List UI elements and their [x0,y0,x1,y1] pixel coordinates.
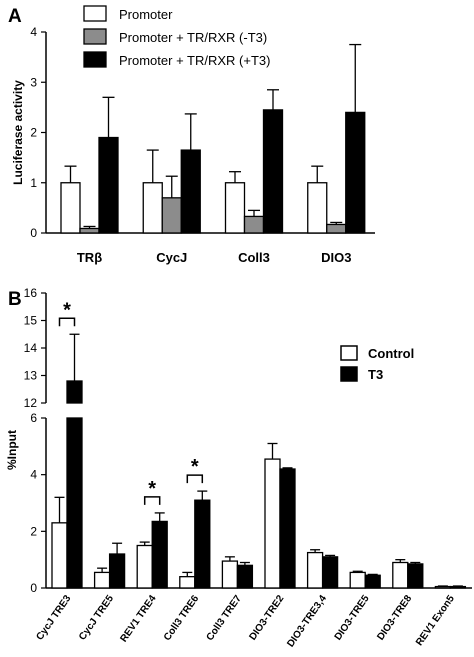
legend-label-a: Promoter + TR/RXR (+T3) [119,53,270,68]
bar-a-cycj-s1 [161,197,182,234]
bar-b-coll3-tre7-s1 [236,564,254,589]
legend-label-a: Promoter [119,7,173,22]
bar-b-dio3-tre5-s0 [349,571,366,589]
y-tick-label-b: 0 [30,581,37,595]
legend-swatch-b [340,366,358,382]
panel-letter-b: B [8,289,22,310]
legend-swatch-a [83,28,107,45]
bar-b-cycj-tre5-s1 [108,553,126,589]
bar-a-cycj-s0 [142,182,163,234]
bar-a-dio3-s0 [307,182,328,234]
category-label-b: CycJ TRE5 [77,593,116,642]
category-label-a: Coll3 [238,250,270,265]
bar-b-dio3-tre8-s1 [407,563,424,589]
bar-a-dio3-s1 [326,223,347,234]
category-label-b: REV1 TRE4 [118,593,159,644]
y-axis-label-b: %Input [5,430,19,470]
legend-swatch-b [340,345,358,361]
category-label-a: DIO3 [321,250,351,265]
bar-b-rev1-tre4-s0 [136,544,153,589]
legend-label-a: Promoter + TR/RXR (-T3) [119,30,267,45]
y-tick-label-b: 15 [24,314,38,328]
bar-b-dio3-tre2-s0 [264,458,281,589]
bar-b-dio3-tre3-4-s1 [321,556,339,589]
bar-b-cycj-tre3-s1-lower [66,417,83,589]
y-tick-label-b: 14 [24,341,38,355]
bar-a-tr-s1 [79,227,100,234]
category-label-b: DIO3-TRE2 [247,593,286,642]
bar-b-rev1-exon5-s0 [434,585,452,589]
bar-a-dio3-s2 [345,111,366,234]
bar-a-cycj-s2 [180,149,201,234]
y-tick-label-b: 16 [24,286,38,300]
bar-b-rev1-tre4-s1 [151,520,168,589]
bar-b-cycj-tre3-s0 [51,522,68,589]
significance-star: * [63,299,71,321]
legend-swatch-a [83,5,107,22]
y-tick-label-a: 4 [30,25,37,39]
bar-b-cycj-tre5-s0 [93,571,111,589]
bar-a-coll3-s2 [262,109,284,234]
legend-label-b: Control [368,346,414,361]
y-axis-label-a: Luciferase activity [11,80,25,185]
legend-label-b: T3 [368,367,383,382]
legend-swatch-a [83,51,107,68]
y-tick-label-b: 4 [30,468,37,482]
bar-b-dio3-tre2-s1 [279,468,296,589]
bar-b-cycj-tre3-s1-upper [66,380,83,404]
category-label-b: REV1 Exon5 [414,593,457,648]
y-tick-label-b: 13 [24,369,38,383]
bar-b-coll3-tre7-s0 [221,560,239,589]
y-tick-label-b: 2 [30,524,37,538]
bar-b-dio3-tre3-4-s0 [306,551,324,589]
bar-a-coll3-s1 [243,215,265,234]
bar-b-rev1-exon5-s1 [449,585,467,589]
category-label-b: DIO3-TRE3,4 [285,593,329,649]
significance-bracket [58,317,76,327]
bar-a-coll3-s0 [224,182,246,234]
panel-a: A 0 1 2 3 4 Luciferase activity TRβ CycJ Coll3 DIO… [8,5,375,265]
bar-b-coll3-tre6-s0 [179,576,196,589]
y-tick-label-a: 3 [30,75,37,89]
significance-star: * [191,456,199,478]
significance-bracket [143,496,161,505]
panel-letter-a: A [8,6,22,27]
category-label-a: CycJ [156,250,187,265]
y-tick-label-a: 2 [30,126,37,140]
significance-bracket [186,474,204,484]
category-label-b: CycJ TRE3 [34,593,73,642]
category-label-b: Coll3 TRE6 [162,593,202,643]
category-label-b: DIO3-TRE5 [333,593,372,642]
category-label-b: DIO3-TRE8 [375,593,414,642]
y-tick-label-b: 12 [24,396,38,410]
y-tick-label-b: 6 [30,411,37,425]
y-tick-label-a: 0 [30,226,37,240]
bar-b-coll3-tre6-s1 [194,499,211,589]
category-label-b: Coll3 TRE7 [205,593,245,643]
bar-a-tr-s2 [98,136,119,234]
bar-a-tr-s0 [60,182,81,234]
y-tick-label-a: 1 [30,176,37,190]
significance-star: * [148,478,156,500]
category-label-a: TRβ [77,250,102,265]
bar-b-dio3-tre5-s1 [364,574,381,589]
bar-b-dio3-tre8-s0 [392,561,409,589]
